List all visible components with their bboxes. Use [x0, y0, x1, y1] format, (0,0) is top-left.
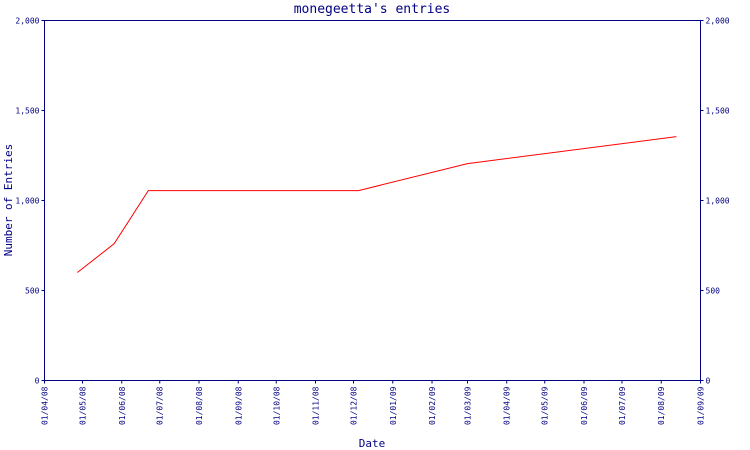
x-tick-label: 01/08/08 [195, 386, 204, 425]
x-tick-label: 01/08/09 [657, 386, 666, 425]
x-tick-label: 01/04/09 [503, 386, 512, 425]
x-tick-label: 01/09/09 [697, 386, 706, 425]
y-tick-label-left: 0 [35, 377, 40, 386]
y-axis-ticks: 0 0 500 500 1,000 1,000 1,500 1,500 2,000 2,000 [15, 17, 729, 386]
x-tick-label: 01/05/09 [541, 386, 550, 425]
y-tick-label-left: 500 [25, 287, 40, 296]
x-tick-label: 01/04/08 [41, 386, 50, 425]
series-line [77, 136, 677, 273]
y-tick-label-right: 0 [706, 377, 711, 386]
x-tick-label: 01/06/09 [580, 386, 589, 425]
y-tick-label-right: 1,000 [706, 197, 730, 206]
x-tick-label: 01/01/09 [389, 386, 398, 425]
x-tick-label: 01/07/09 [618, 386, 627, 425]
y-tick-label-left: 1,000 [15, 197, 39, 206]
chart-title: monegeetta's entries [294, 2, 451, 17]
y-tick-label-left: 1,500 [15, 107, 39, 116]
x-tick-label: 01/02/09 [428, 386, 437, 425]
x-tick-label: 01/07/08 [156, 386, 165, 425]
y-tick-label-right: 1,500 [706, 107, 730, 116]
y-tick-label-right: 2,000 [706, 17, 730, 26]
y-tick-label-left: 2,000 [15, 17, 39, 26]
x-tick-label: 01/09/08 [234, 386, 243, 425]
plot-area [44, 20, 701, 381]
x-tick-label: 01/05/08 [78, 386, 87, 425]
x-tick-label: 01/03/09 [463, 386, 472, 425]
x-tick-label: 01/10/08 [272, 386, 281, 425]
y-tick-label-right: 500 [706, 287, 721, 296]
x-tick-label: 01/06/08 [118, 386, 127, 425]
y-axis-label: Number of Entries [2, 144, 15, 257]
x-axis-ticks: 01/04/08 01/05/08 01/06/08 01/07/08 01/08/08… [41, 380, 706, 425]
x-axis-label: Date [359, 437, 386, 450]
x-tick-label: 01/12/08 [350, 386, 359, 425]
x-tick-label: 01/11/08 [312, 386, 321, 425]
